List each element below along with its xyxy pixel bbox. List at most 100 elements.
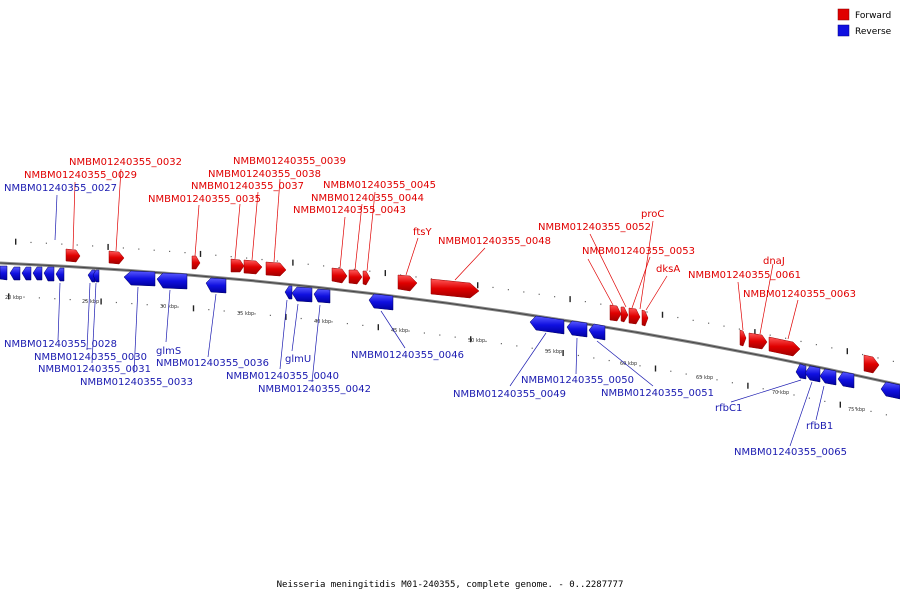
gene-label[interactable]: NMBM01240355_0042 bbox=[258, 384, 371, 395]
reverse-gene[interactable] bbox=[566, 320, 588, 338]
forward-gene[interactable] bbox=[739, 329, 747, 347]
forward-gene[interactable] bbox=[331, 267, 348, 284]
gene-label[interactable]: NMBM01240355_0031 bbox=[38, 364, 151, 375]
reverse-gene[interactable] bbox=[21, 266, 32, 281]
tick-mark bbox=[608, 359, 610, 362]
tick-mark bbox=[723, 325, 725, 327]
gene-label[interactable]: NMBM01240355_0050 bbox=[521, 375, 634, 386]
tick-mark bbox=[69, 298, 71, 301]
gene-label[interactable]: rfbB1 bbox=[806, 421, 833, 432]
forward-gene[interactable] bbox=[641, 309, 649, 327]
reverse-gene[interactable] bbox=[795, 363, 807, 380]
forward-gene[interactable] bbox=[609, 304, 622, 322]
gene-label[interactable]: dnaJ bbox=[763, 256, 785, 267]
reverse-gene[interactable] bbox=[32, 266, 43, 281]
gene-label[interactable]: NMBM01240355_0033 bbox=[80, 377, 193, 388]
reverse-gene[interactable] bbox=[156, 272, 188, 290]
tick-mark bbox=[215, 254, 217, 256]
gene-label[interactable]: NMBM01240355_0061 bbox=[688, 270, 801, 281]
scale-label: 40 kbp bbox=[314, 319, 331, 325]
gene-label[interactable]: NMBM01240355_0051 bbox=[601, 388, 714, 399]
gene-label[interactable]: rfbC1 bbox=[715, 403, 742, 414]
forward-gene[interactable] bbox=[397, 274, 418, 292]
reverse-gene[interactable] bbox=[313, 288, 331, 304]
gene-label[interactable]: NMBM01240355_0029 bbox=[24, 170, 137, 181]
gene-label[interactable]: NMBM01240355_0063 bbox=[743, 289, 856, 300]
reverse-gene[interactable] bbox=[880, 381, 900, 400]
reverse-gene[interactable] bbox=[43, 266, 55, 282]
gene-label[interactable]: NMBM01240355_0027 bbox=[4, 183, 117, 194]
tick-mark bbox=[261, 258, 263, 261]
reverse-gene[interactable] bbox=[9, 266, 21, 281]
gene-label[interactable]: NMBM01240355_0036 bbox=[156, 358, 269, 369]
forward-gene[interactable] bbox=[191, 255, 201, 270]
gene-label[interactable]: NMBM01240355_0053 bbox=[582, 246, 695, 257]
tick-mark bbox=[500, 343, 502, 345]
reverse-gene[interactable] bbox=[291, 286, 313, 303]
tick-mark bbox=[677, 316, 679, 319]
reverse-gene[interactable] bbox=[284, 285, 293, 300]
reverse-gene[interactable] bbox=[588, 323, 606, 341]
reverse-gene[interactable] bbox=[55, 267, 65, 282]
tick-mark bbox=[639, 365, 641, 367]
gene-label[interactable]: NMBM01240355_0028 bbox=[4, 339, 117, 350]
reverse-gene[interactable] bbox=[123, 270, 156, 287]
tick-mark bbox=[654, 365, 657, 372]
gene-label[interactable]: NMBM01240355_0045 bbox=[323, 180, 436, 191]
gene-label[interactable]: NMBM01240355_0052 bbox=[538, 222, 651, 233]
reverse-gene[interactable] bbox=[368, 293, 394, 311]
scale-label: 75 kbp bbox=[848, 407, 865, 413]
reverse-gene[interactable] bbox=[205, 277, 227, 294]
forward-gene[interactable] bbox=[768, 336, 801, 357]
tick-mark bbox=[45, 242, 47, 244]
tick-mark bbox=[54, 298, 56, 300]
gene-label[interactable]: proC bbox=[641, 209, 664, 220]
gene-label[interactable]: NMBM01240355_0030 bbox=[34, 352, 147, 363]
tick-mark bbox=[346, 322, 348, 325]
gene-label[interactable]: dksA bbox=[656, 264, 680, 275]
forward-gene[interactable] bbox=[230, 258, 245, 273]
forward-gene[interactable] bbox=[108, 250, 125, 265]
gene-label[interactable]: NMBM01240355_0035 bbox=[148, 194, 261, 205]
gene-label[interactable]: NMBM01240355_0043 bbox=[293, 205, 406, 216]
tick-mark bbox=[300, 317, 302, 320]
tick-mark bbox=[353, 268, 355, 270]
tick-mark bbox=[115, 301, 117, 304]
tick-mark bbox=[646, 311, 648, 313]
tick-mark bbox=[769, 334, 771, 336]
scale-label: 50 kbp bbox=[468, 338, 485, 344]
gene-label[interactable]: NMBM01240355_0037 bbox=[191, 181, 304, 192]
forward-gene[interactable] bbox=[362, 270, 371, 286]
forward-gene[interactable] bbox=[863, 354, 880, 374]
forward-gene[interactable] bbox=[430, 278, 480, 299]
tick-mark bbox=[600, 303, 602, 305]
gene-label[interactable]: NMBM01240355_0049 bbox=[453, 389, 566, 400]
gene-label[interactable]: glmU bbox=[285, 354, 311, 365]
forward-gene[interactable] bbox=[620, 306, 629, 323]
tick-mark bbox=[177, 306, 179, 308]
forward-labels: NMBM01240355_0027 NMBM01240355_0029 NMBM… bbox=[4, 156, 856, 300]
forward-gene[interactable] bbox=[265, 261, 287, 277]
gene-label[interactable]: NMBM01240355_0044 bbox=[311, 193, 424, 204]
legend-swatch-reverse bbox=[837, 24, 850, 37]
gene-label[interactable]: NMBM01240355_0046 bbox=[351, 350, 464, 361]
gene-label[interactable]: NMBM01240355_0040 bbox=[226, 371, 339, 382]
gene-label[interactable]: NMBM01240355_0048 bbox=[438, 236, 551, 247]
gene-label[interactable]: NMBM01240355_0039 bbox=[233, 156, 346, 167]
forward-gene[interactable] bbox=[243, 259, 263, 275]
gene-label[interactable]: ftsY bbox=[413, 227, 432, 238]
reverse-gene[interactable] bbox=[529, 315, 565, 335]
reverse-gene[interactable] bbox=[0, 265, 8, 281]
forward-gene[interactable] bbox=[348, 269, 363, 285]
reverse-gene[interactable] bbox=[819, 368, 837, 386]
gene-label[interactable]: glmS bbox=[156, 346, 181, 357]
gene-label[interactable]: NMBM01240355_0038 bbox=[208, 169, 321, 180]
reverse-gene[interactable] bbox=[92, 269, 100, 283]
gene-label[interactable]: NMBM01240355_0065 bbox=[734, 447, 847, 458]
reverse-gene[interactable] bbox=[837, 371, 855, 389]
forward-gene[interactable] bbox=[65, 248, 81, 263]
gene-label[interactable]: NMBM01240355_0032 bbox=[69, 157, 182, 168]
forward-gene[interactable] bbox=[748, 332, 768, 350]
forward-gene[interactable] bbox=[628, 307, 641, 325]
reverse-gene[interactable] bbox=[804, 365, 821, 383]
